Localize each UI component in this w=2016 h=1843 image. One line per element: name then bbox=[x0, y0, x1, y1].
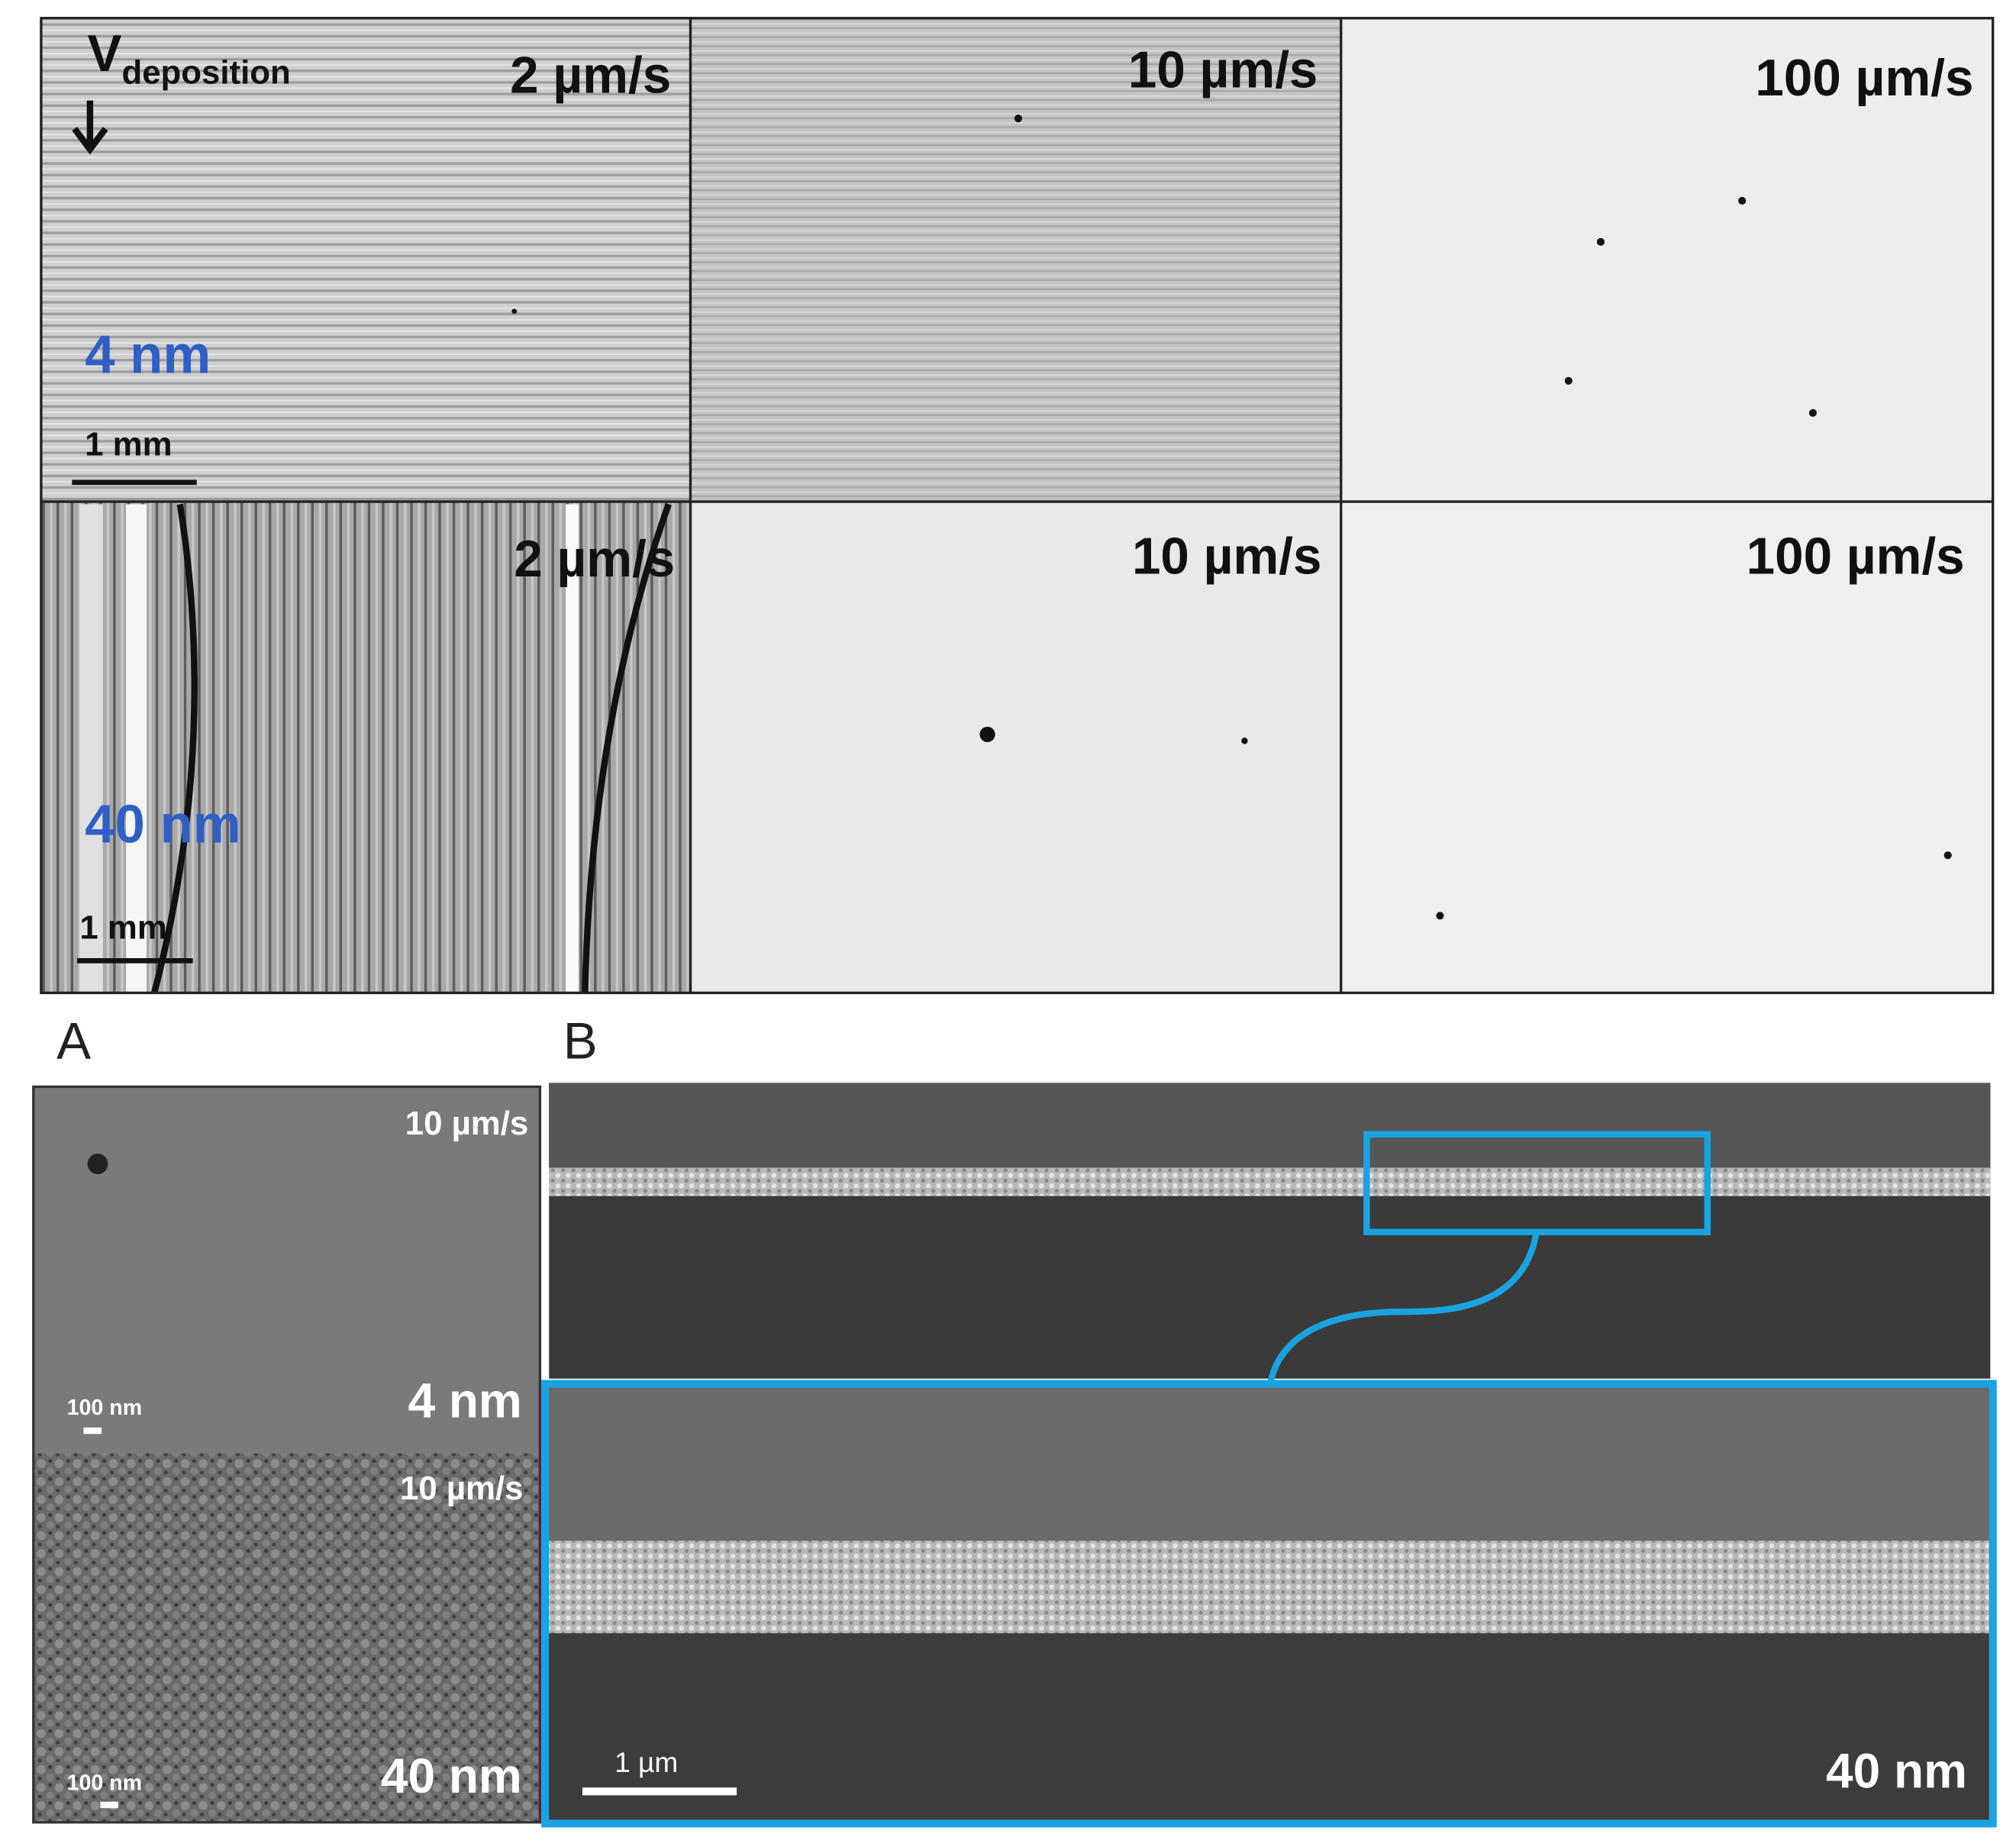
speed-label: 100 µm/s bbox=[1747, 528, 1965, 585]
sem-image bbox=[33, 1453, 540, 1822]
speed-label: 2 µm/s bbox=[510, 47, 671, 104]
image bbox=[690, 502, 1341, 993]
panel-label: B bbox=[563, 1012, 598, 1070]
thickness-label: 40 nm bbox=[1826, 1743, 1967, 1798]
sem-image bbox=[33, 1086, 540, 1454]
speed-label: 10 µm/s bbox=[405, 1105, 529, 1142]
inset-frame bbox=[541, 1380, 1997, 1828]
thickness-label: 40 nm bbox=[381, 1748, 522, 1803]
scale-bar bbox=[72, 479, 197, 486]
stripe bbox=[549, 1167, 1991, 1196]
scale-bar bbox=[582, 1787, 737, 1796]
scale-bar-label: 100 nm bbox=[67, 1396, 143, 1420]
speed-label: 2 µm/s bbox=[514, 531, 675, 588]
thickness-label: 4 nm bbox=[85, 324, 211, 385]
frame bbox=[32, 1085, 542, 1824]
scale-bar-label: 1 mm bbox=[79, 909, 166, 947]
image bbox=[40, 502, 691, 993]
scale-bar bbox=[77, 958, 193, 963]
scale-bar bbox=[83, 1427, 102, 1435]
speed-label: 10 µm/s bbox=[1132, 528, 1322, 585]
arrow bbox=[72, 100, 108, 155]
region bbox=[549, 1083, 1991, 1168]
region bbox=[547, 1386, 1991, 1541]
thickness-label: 40 nm bbox=[85, 793, 240, 854]
speed-label: 10 µm/s bbox=[400, 1470, 524, 1507]
image bbox=[40, 18, 691, 502]
connector bbox=[1266, 1231, 1540, 1385]
particle bbox=[87, 1154, 108, 1174]
scale-bar bbox=[100, 1801, 118, 1809]
zoom-box bbox=[1363, 1131, 1711, 1235]
velocity-subscript: deposition bbox=[121, 54, 290, 92]
scale-bar-label: 100 nm bbox=[67, 1771, 143, 1796]
image bbox=[690, 18, 1341, 502]
thickness-label: 4 nm bbox=[408, 1373, 521, 1428]
stripe bbox=[547, 1540, 1991, 1634]
speed-label: 10 µm/s bbox=[1128, 42, 1318, 99]
scale-bar-label: 1 µm bbox=[614, 1746, 678, 1778]
scale-bar-label: 1 mm bbox=[85, 425, 172, 463]
velocity-symbol: V bbox=[88, 25, 122, 82]
image bbox=[1340, 18, 1993, 502]
features bbox=[79, 115, 1952, 994]
panel-label: A bbox=[56, 1012, 91, 1070]
speed-label: 100 µm/s bbox=[1755, 50, 1973, 107]
velocity-label: Vdeposition bbox=[88, 25, 291, 92]
image bbox=[1340, 502, 1993, 993]
grid-borders bbox=[40, 17, 1995, 995]
